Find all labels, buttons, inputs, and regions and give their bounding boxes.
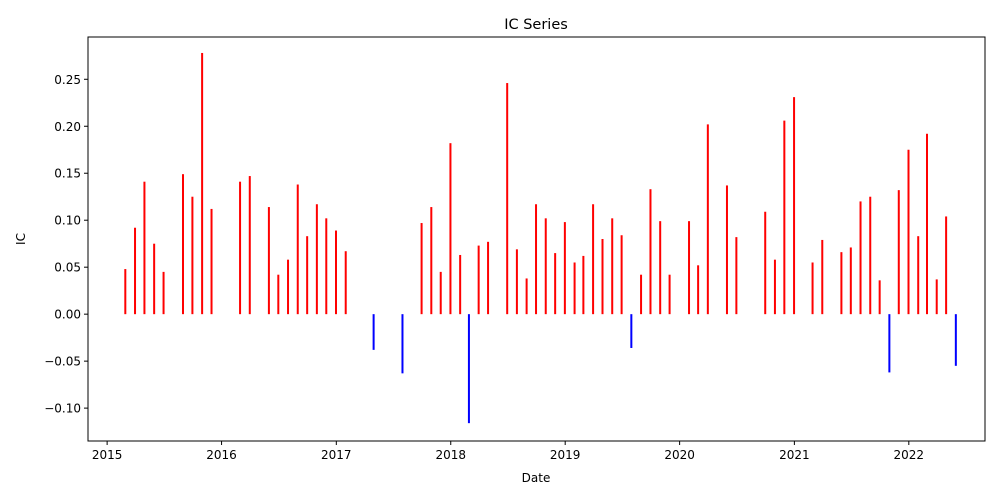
bar-2016-08-31 [296, 184, 299, 315]
bar-2016-10-31 [315, 204, 318, 315]
x-tick-label: 2016 [206, 448, 237, 462]
y-tick-label: 0.10 [54, 214, 81, 228]
y-tick-label: 0.00 [54, 308, 81, 322]
y-tick-label: 0.15 [54, 167, 81, 181]
x-tick-label: 2015 [92, 448, 123, 462]
x-tick-label: 2021 [779, 448, 810, 462]
bar-2016-05-31 [267, 207, 270, 315]
bar-2021-02-28 [811, 262, 814, 315]
bar-2018-01-31 [459, 254, 462, 315]
bar-2015-11-30 [210, 208, 213, 315]
bar-2020-10-31 [773, 259, 776, 315]
bar-2022-05-31 [954, 314, 957, 366]
bar-2017-09-30 [420, 223, 423, 315]
bar-2018-12-31 [563, 222, 566, 315]
bar-2021-10-31 [888, 314, 891, 373]
bar-2019-06-30 [620, 235, 623, 315]
bar-2019-05-31 [611, 218, 614, 315]
bar-2015-06-30 [162, 271, 165, 315]
bar-2015-03-31 [134, 227, 137, 315]
bar-2018-04-30 [487, 241, 490, 315]
bar-2021-08-31 [869, 196, 872, 315]
bar-2017-10-31 [430, 207, 433, 315]
bar-2017-12-31 [449, 143, 452, 315]
x-tick-label: 2017 [321, 448, 352, 462]
bar-2021-03-31 [821, 239, 824, 315]
y-tick-label: 0.20 [54, 120, 81, 134]
bar-2021-07-31 [859, 201, 862, 315]
bar-2015-08-31 [182, 174, 184, 315]
x-tick-label: 2020 [664, 448, 695, 462]
bar-2020-06-30 [735, 237, 738, 315]
bar-2020-09-30 [764, 211, 767, 315]
bar-2018-07-31 [515, 249, 518, 315]
bar-2019-08-31 [640, 274, 643, 315]
bar-2016-12-31 [335, 230, 337, 315]
bar-2017-07-31 [401, 314, 404, 374]
bar-2019-01-31 [573, 262, 576, 315]
bar-2020-03-31 [706, 124, 709, 315]
bar-2015-04-30 [143, 181, 146, 315]
bar-2015-09-30 [191, 196, 194, 315]
bar-2019-04-30 [601, 239, 604, 315]
bar-2019-07-31 [630, 314, 633, 348]
bar-2022-04-30 [945, 216, 948, 315]
bar-2016-06-30 [277, 274, 280, 315]
bar-2019-10-31 [659, 221, 662, 315]
bar-2018-06-30 [506, 83, 509, 315]
bar-2016-07-31 [287, 259, 290, 315]
bar-2015-10-31 [201, 52, 204, 315]
bars-group [124, 52, 957, 424]
bar-2021-05-31 [840, 252, 843, 315]
bar-2021-09-30 [878, 280, 881, 315]
bar-2022-01-31 [917, 236, 920, 315]
y-tick-label: 0.05 [54, 261, 81, 275]
x-axis-title: Date [522, 471, 551, 485]
bar-2017-04-30 [372, 314, 375, 350]
bar-2020-11-30 [783, 120, 786, 315]
bar-2021-06-30 [849, 247, 852, 315]
bar-2015-02-28 [124, 269, 127, 315]
plot-frame [87, 36, 986, 442]
y-tick-label: 0.25 [54, 73, 81, 87]
y-axis: −0.10 −0.05 0.00 0.05 0.10 0.15 0.20 0.25 [44, 73, 88, 416]
bar-2018-02-28 [467, 314, 470, 424]
bar-2016-02-29 [239, 181, 242, 315]
bar-2016-11-30 [325, 218, 328, 315]
bar-2016-03-31 [248, 176, 251, 315]
bar-2018-11-30 [554, 253, 557, 315]
y-tick-label: −0.10 [44, 402, 81, 416]
bar-2015-05-31 [153, 243, 156, 315]
bar-2020-02-29 [697, 265, 700, 315]
bar-2017-11-30 [439, 271, 442, 315]
bar-2019-02-28 [582, 255, 585, 315]
bar-2018-08-31 [525, 278, 528, 315]
bar-2022-03-31 [935, 279, 938, 315]
y-axis-title: IC [14, 233, 28, 245]
bar-2022-02-28 [926, 133, 928, 315]
y-tick-label: −0.05 [44, 355, 81, 369]
bar-2019-03-31 [592, 204, 595, 315]
x-tick-label: 2018 [435, 448, 466, 462]
bar-2018-09-30 [535, 204, 538, 315]
bar-2019-09-30 [649, 189, 652, 315]
bar-2018-03-31 [477, 245, 480, 315]
chart-title: IC Series [504, 17, 568, 33]
x-tick-label: 2019 [550, 448, 581, 462]
bar-2018-10-31 [544, 218, 547, 315]
bar-2020-05-31 [725, 185, 728, 315]
bar-2019-11-30 [668, 274, 671, 315]
bar-2016-09-30 [306, 236, 309, 315]
bar-2020-12-31 [793, 97, 796, 315]
bar-2017-01-31 [344, 251, 347, 315]
x-tick-label: 2022 [894, 448, 925, 462]
bar-2021-12-31 [907, 149, 910, 315]
x-axis: 2015 2016 2017 2018 2019 2020 2021 2022 [92, 441, 924, 462]
bar-2021-11-30 [897, 190, 900, 315]
bar-2020-01-31 [688, 221, 691, 315]
